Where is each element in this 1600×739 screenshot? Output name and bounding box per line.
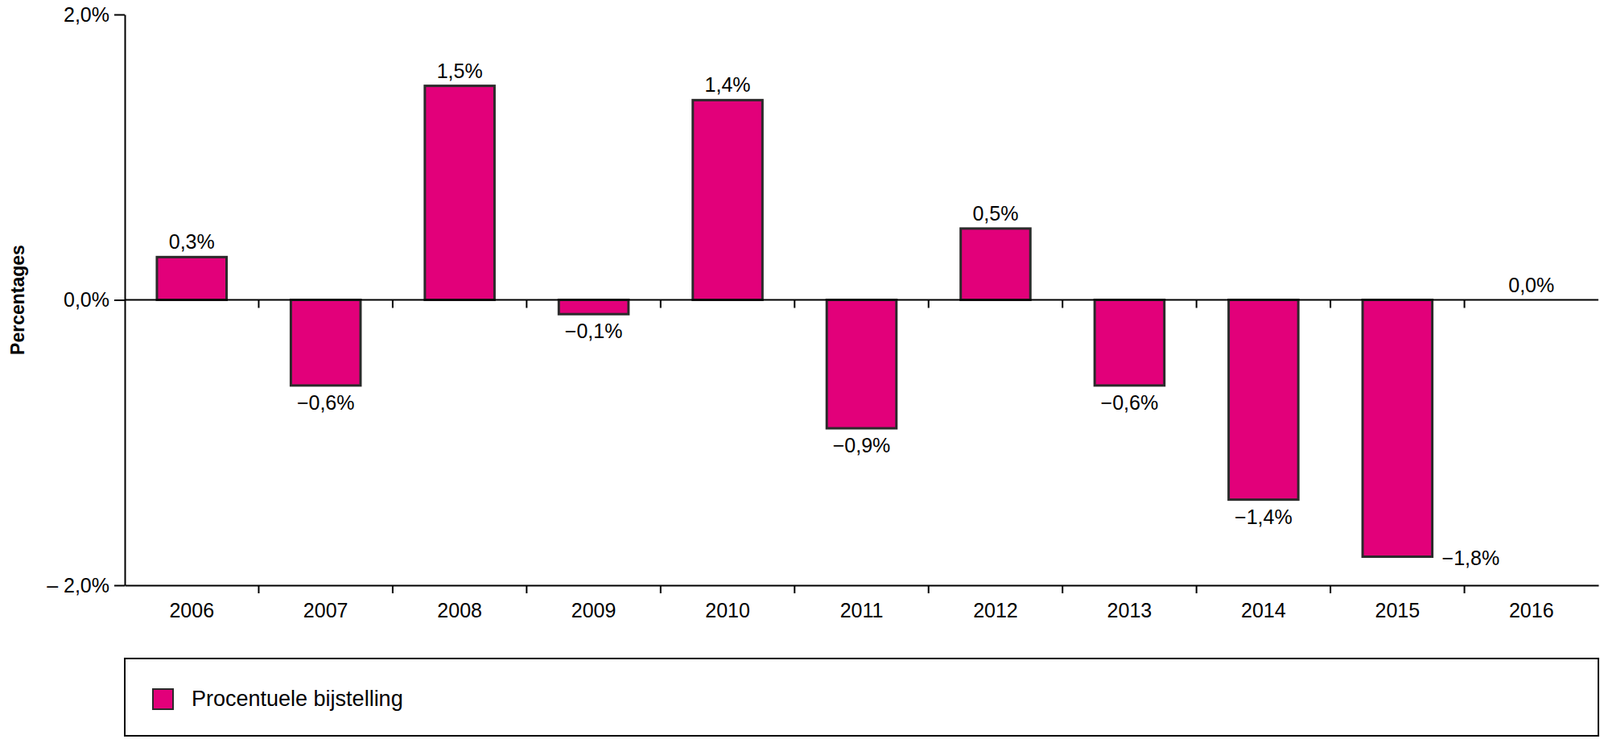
category-separator <box>525 585 528 594</box>
y-axis: – 2,0% 0,0% 2,0% <box>46 3 125 597</box>
bar <box>692 99 763 300</box>
category-separator <box>793 585 796 594</box>
x-tick-label: 2014 <box>1241 598 1287 622</box>
x-tick-label: 2013 <box>1107 598 1153 622</box>
data-label: −0,6% <box>1101 391 1159 414</box>
x-tick: 2009 <box>571 585 617 622</box>
x-tick: 2010 <box>705 585 751 622</box>
x-tick-label: 2012 <box>973 598 1019 622</box>
data-label: 0,0% <box>1508 273 1555 297</box>
y-tick: 0,0% <box>63 288 125 311</box>
bar <box>290 300 361 386</box>
category-separators <box>258 300 1464 594</box>
category-separator <box>1463 300 1466 309</box>
y-tick-mark <box>114 585 125 587</box>
category-separator <box>1061 300 1064 309</box>
x-tick-label: 2008 <box>437 598 483 622</box>
category-separator <box>1463 585 1466 594</box>
y-axis-title: Percentages <box>7 244 29 355</box>
x-axis-line <box>125 585 1600 587</box>
legend-box <box>124 658 1599 736</box>
data-label: −1,8% <box>1442 546 1501 570</box>
data-label: −1,4% <box>1234 505 1293 528</box>
chart: – 2,0%0,0%2,0%20062007200820092010201120… <box>0 0 1600 739</box>
x-tick-label: 2016 <box>1509 598 1555 622</box>
category-separator <box>1329 300 1332 309</box>
y-tick-label: – 2,0% <box>46 573 110 597</box>
bar <box>424 86 495 301</box>
category-separator <box>391 585 394 594</box>
y-tick-mark <box>114 299 125 302</box>
category-separator <box>525 300 528 309</box>
x-tick: 2006 <box>169 585 215 622</box>
category-separator <box>659 585 662 594</box>
legend-swatch <box>152 688 174 710</box>
bar <box>960 228 1031 301</box>
category-separator <box>257 300 260 309</box>
x-tick: 2013 <box>1107 585 1153 622</box>
x-tick: 2016 <box>1509 585 1555 622</box>
x-tick: 2015 <box>1375 585 1421 622</box>
category-separator <box>1195 300 1198 309</box>
category-separator <box>257 585 260 594</box>
legend-label: Procentuele bijstelling <box>191 686 404 711</box>
data-label: 0,3% <box>169 230 215 253</box>
x-tick-label: 2006 <box>169 598 215 622</box>
data-label: 1,5% <box>437 59 483 83</box>
x-tick: 2012 <box>973 585 1019 622</box>
category-separator <box>1061 585 1064 594</box>
x-tick-label: 2011 <box>840 598 884 622</box>
x-tick-label: 2007 <box>303 598 349 622</box>
y-tick-label: 2,0% <box>63 3 110 26</box>
category-separator <box>1195 585 1198 594</box>
category-separator <box>927 300 930 309</box>
y-tick-label: 0,0% <box>63 288 110 311</box>
legend: Procentuele bijstelling <box>124 658 1599 736</box>
category-separator <box>659 300 662 309</box>
x-tick-label: 2009 <box>571 598 617 622</box>
category-separator <box>391 300 394 309</box>
data-label: −0,9% <box>832 433 891 457</box>
x-tick: 2007 <box>303 585 349 622</box>
x-axis: 2006 2007 2008 2009 2010 2011 2012 2013 2014 2015… <box>125 585 1600 622</box>
bar <box>558 300 629 315</box>
y-tick-mark <box>114 14 125 17</box>
bar <box>1362 300 1433 557</box>
bar <box>1228 300 1299 500</box>
bar <box>156 256 227 300</box>
zero-line <box>124 299 1599 302</box>
x-tick-label: 2010 <box>705 598 751 622</box>
bars <box>156 86 1433 557</box>
x-tick-label: 2015 <box>1375 598 1421 622</box>
category-separator <box>1329 585 1332 594</box>
data-label: 1,4% <box>705 73 751 96</box>
bar <box>1094 300 1165 386</box>
category-separator <box>793 300 796 309</box>
y-tick: – 2,0% <box>46 573 125 597</box>
x-tick: 2011 <box>840 585 884 622</box>
x-tick: 2014 <box>1241 585 1287 622</box>
category-separator <box>927 585 930 594</box>
x-tick: 2008 <box>437 585 483 622</box>
y-tick: 2,0% <box>63 3 125 26</box>
data-label: −0,1% <box>564 319 623 343</box>
data-label: −0,6% <box>296 391 355 414</box>
data-labels: 0,3% −0,6% 1,5% −0,1% 1,4% −0,9% 0,5% −0,6% −1,4… <box>169 59 1555 570</box>
data-label: 0,5% <box>972 202 1019 225</box>
bar <box>826 300 897 429</box>
